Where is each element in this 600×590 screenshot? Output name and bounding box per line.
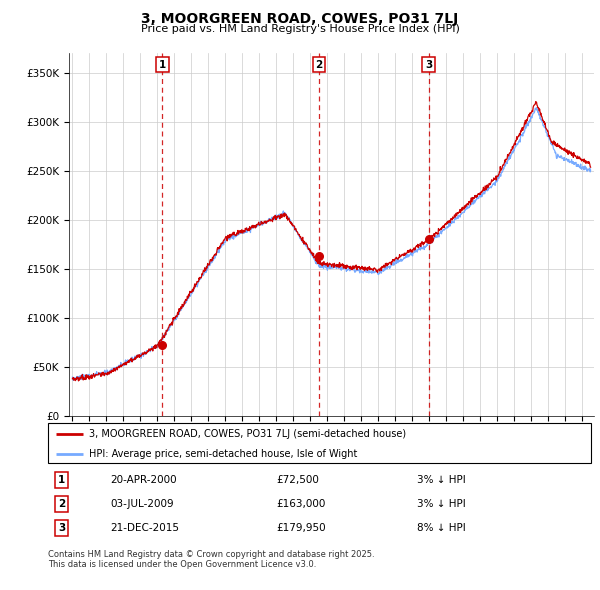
Text: 3: 3 xyxy=(58,523,65,533)
Text: 1: 1 xyxy=(58,475,65,485)
Text: £179,950: £179,950 xyxy=(276,523,326,533)
Text: 03-JUL-2009: 03-JUL-2009 xyxy=(110,499,174,509)
Text: 21-DEC-2015: 21-DEC-2015 xyxy=(110,523,179,533)
Text: 2: 2 xyxy=(58,499,65,509)
FancyBboxPatch shape xyxy=(48,423,591,463)
Text: £163,000: £163,000 xyxy=(276,499,325,509)
Text: Contains HM Land Registry data © Crown copyright and database right 2025.
This d: Contains HM Land Registry data © Crown c… xyxy=(48,550,374,569)
Text: Price paid vs. HM Land Registry's House Price Index (HPI): Price paid vs. HM Land Registry's House … xyxy=(140,24,460,34)
Text: £72,500: £72,500 xyxy=(276,475,319,485)
Text: HPI: Average price, semi-detached house, Isle of Wight: HPI: Average price, semi-detached house,… xyxy=(89,450,357,460)
Text: 3: 3 xyxy=(425,60,433,70)
Text: 3, MOORGREEN ROAD, COWES, PO31 7LJ (semi-detached house): 3, MOORGREEN ROAD, COWES, PO31 7LJ (semi… xyxy=(89,430,406,440)
Text: 3% ↓ HPI: 3% ↓ HPI xyxy=(417,499,466,509)
Text: 3, MOORGREEN ROAD, COWES, PO31 7LJ: 3, MOORGREEN ROAD, COWES, PO31 7LJ xyxy=(142,12,458,26)
Text: 3% ↓ HPI: 3% ↓ HPI xyxy=(417,475,466,485)
Text: 8% ↓ HPI: 8% ↓ HPI xyxy=(417,523,466,533)
Text: 1: 1 xyxy=(159,60,166,70)
Text: 20-APR-2000: 20-APR-2000 xyxy=(110,475,177,485)
Text: 2: 2 xyxy=(315,60,322,70)
